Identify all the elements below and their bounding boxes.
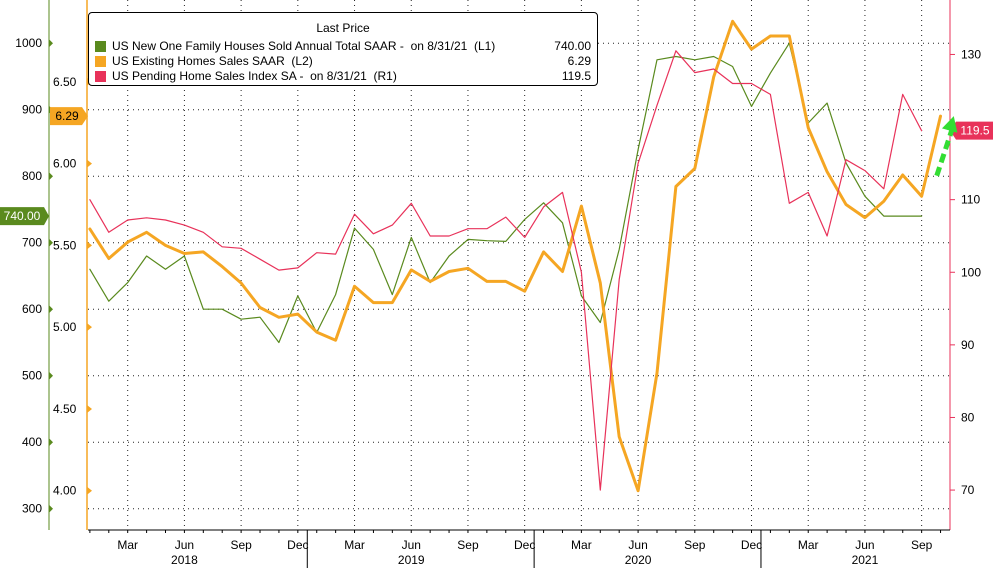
r1-tick-label: 130 [961,47,981,61]
r1-last-value-tag [950,121,993,140]
l1-last-value-text: 740.00 [4,209,41,223]
series-lines [88,19,942,493]
x-tick-label: Jun [402,538,421,552]
legend-label: US Existing Homes Sales SAAR (L2) [112,54,313,68]
x-tick-label: Dec [741,538,762,552]
arrow-head [941,116,958,133]
l1-tick-label: 900 [22,103,42,117]
l2-tick-label: 6.00 [53,157,77,171]
l1-tick-marker [49,305,53,314]
r1-tick-label: 100 [961,265,981,279]
x-year-label: 2021 [852,553,879,567]
legend-swatch [95,71,106,82]
l1-tick-marker [49,39,53,48]
series-line [88,19,942,493]
l1-tick-label: 1000 [15,36,42,50]
l2-tick-label: 6.50 [53,75,77,89]
arrow-shaft [934,123,957,177]
l2-last-value-tag [50,107,88,126]
legend-swatch [95,41,106,52]
l1-tick-label: 500 [22,369,42,383]
x-tick-label: Sep [684,538,706,552]
r1-tick-label: 90 [961,338,975,352]
x-tick-label: Jun [855,538,874,552]
x-year-label: 2019 [398,553,425,567]
l1-tick-marker [49,238,53,247]
l1-tick-label: 300 [22,502,42,516]
l1-tick-marker [49,371,53,380]
series-line [89,50,923,491]
x-tick-label: Mar [571,538,592,552]
x-tick-label: Sep [911,538,933,552]
l2-tick-label: 4.50 [53,402,77,416]
l2-tick-label: 5.50 [53,238,77,252]
x-tick-label: Mar [798,538,819,552]
legend-box: Last Price US New One Family Houses Sold… [88,12,598,86]
l1-tick-label: 700 [22,236,42,250]
l1-tick-label: 400 [22,435,42,449]
l2-last-value-text: 6.29 [55,109,79,123]
l1-tick-label: 800 [22,169,42,183]
l2-tick-marker [87,323,92,332]
l2-tick-label: 5.00 [53,320,77,334]
legend-value: 119.5 [561,69,591,83]
r1-tick-label: 80 [961,410,975,424]
l1-tick-marker [49,504,53,513]
l2-tick-marker [87,486,92,495]
x-year-label: 2020 [625,553,652,567]
x-tick-label: Jun [175,538,194,552]
l2-tick-label: 4.00 [53,484,77,498]
l1-tick-label: 600 [22,302,42,316]
r1-tick-label: 110 [961,193,980,207]
l1-tick-marker [49,172,53,181]
r1-last-value-text: 119.5 [960,124,989,138]
x-year-label: 2018 [171,553,198,567]
x-tick-label: Mar [344,538,365,552]
l2-tick-marker [87,404,92,413]
legend-value: 6.29 [567,54,591,68]
x-tick-label: Jun [628,538,647,552]
l2-tick-marker [87,241,92,250]
legend-value: 740.00 [554,39,591,53]
x-tick-label: Sep [457,538,479,552]
l1-last-value-tag [0,207,49,226]
legend-entry: US Existing Homes Sales SAAR (L2) 6.29 [95,54,591,70]
legend-entry: US Pending Home Sales Index SA - on 8/31… [95,69,591,85]
legend-entry: US New One Family Houses Sold Annual Tot… [95,39,591,55]
legend-swatch [95,56,106,67]
series-line [89,42,923,344]
legend-title: Last Price [316,21,370,35]
legend-label: US New One Family Houses Sold Annual Tot… [112,39,496,53]
x-tick-label: Dec [514,538,535,552]
l2-tick-marker [87,159,92,168]
l1-tick-marker [49,438,53,447]
r1-tick-label: 70 [961,483,975,497]
x-tick-label: Dec [287,538,308,552]
annotations [934,116,958,177]
x-tick-label: Sep [230,538,252,552]
legend-label: US Pending Home Sales Index SA - on 8/31… [112,69,397,83]
x-tick-label: Mar [117,538,138,552]
